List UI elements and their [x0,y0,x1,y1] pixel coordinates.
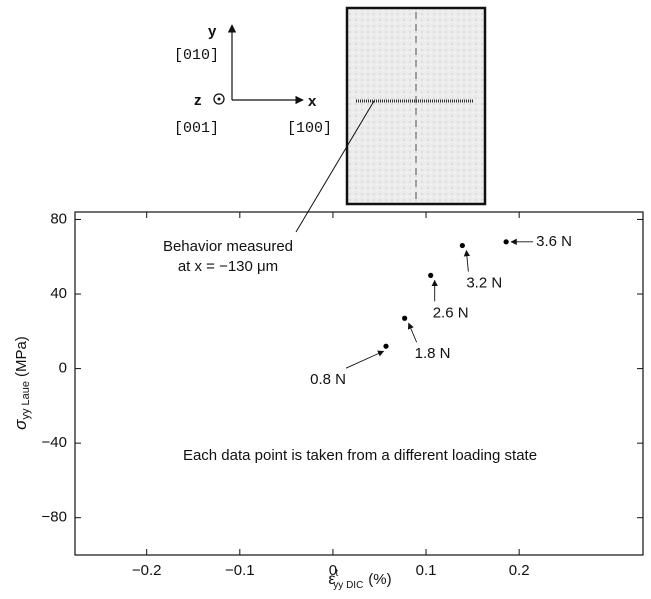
y-label-unit: (MPa) [13,336,30,377]
x-label-unit: (%) [368,571,391,588]
y-tick-label: −40 [42,434,67,451]
x-tick-label: 0 [329,562,337,579]
x-tick-label: −0.1 [225,562,255,579]
x-label-symbol: ε [328,571,335,588]
label-arrow [345,350,385,369]
x-direction: [100] [287,120,332,137]
annotation: Each data point is taken from a differen… [183,447,537,464]
y-axis-title: σyy Laue (MPa) [11,336,31,430]
x-label-sub: yy DIC [333,580,363,591]
label-arrow [463,249,471,272]
x-label-sup: t [336,568,339,579]
x-tick-label: −0.2 [132,562,162,579]
point-label: 3.2 N [466,275,502,292]
leader-line [295,100,375,233]
x-tick-label: 0.1 [416,562,437,579]
x-axis-name: x [308,93,317,110]
y-tick-label: 40 [50,285,67,302]
plot-frame [74,211,644,556]
data-point [459,242,465,249]
y-tick-label: 80 [50,210,67,227]
axes-diagram: y [010] z [001] x [100] [174,23,332,137]
annotation: at x = −130 μm [178,258,278,275]
z-axis-name: z [194,92,202,109]
point-label: 1.8 N [415,345,451,362]
x-axis-title: εt yy DIC (%) [328,568,391,591]
point-label: 3.6 N [536,233,572,250]
point-label: 2.6 N [433,304,469,321]
specimen [295,6,487,233]
y-tick-label: −80 [42,509,67,526]
data-point [428,272,434,278]
y-direction: [010] [174,47,219,64]
label-arrow [407,322,418,343]
z-direction: [001] [174,120,219,137]
x-tick-label: 0.2 [509,562,530,579]
annotation: Behavior measured [163,238,293,255]
y-label-symbol: σ [11,419,30,430]
y-label-sub: yy Laue [20,381,32,420]
point-label: 0.8 N [310,371,346,388]
data-point [402,315,408,321]
y-axis-name: y [208,23,217,40]
y-tick-label: 0 [59,360,67,377]
data-point [383,343,389,349]
data-point [503,239,509,245]
z-symbol [213,93,225,105]
z-dot [217,97,221,101]
